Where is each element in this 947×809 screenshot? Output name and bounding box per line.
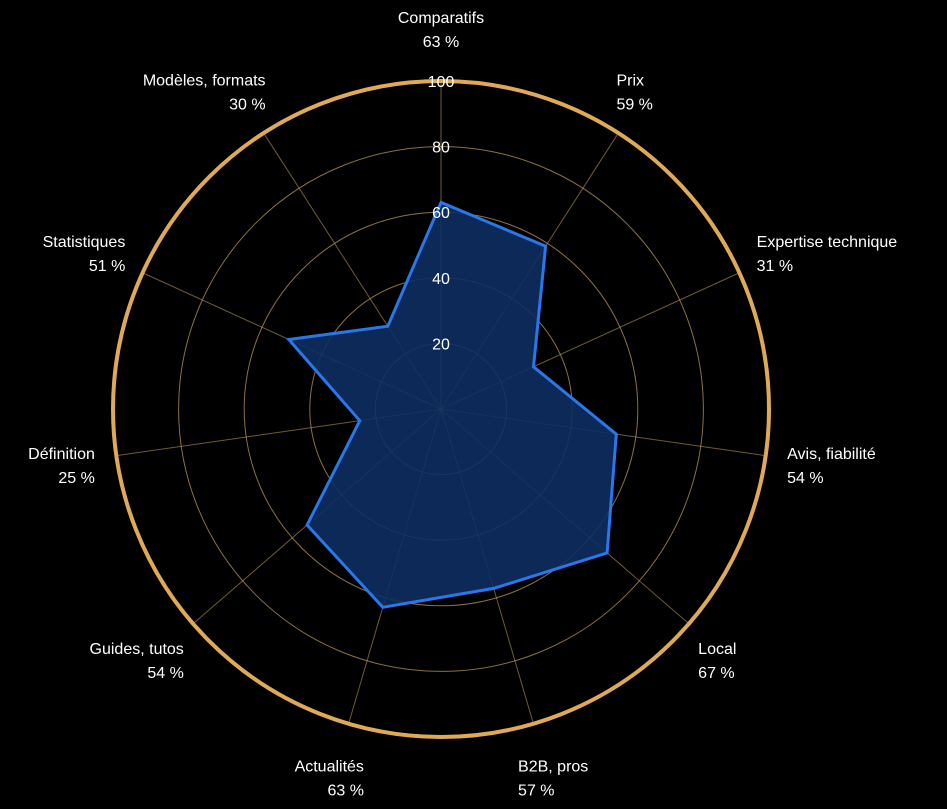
r-tick-label: 40	[432, 271, 450, 288]
category-value: 54 %	[787, 470, 823, 487]
r-tick-label: 20	[432, 336, 450, 353]
category-name: Prix	[616, 72, 644, 89]
category-name: B2B, pros	[518, 759, 588, 776]
category-label: Expertise technique 31 %	[757, 234, 898, 275]
category-label: Prix 59 %	[616, 72, 652, 113]
category-name: Statistiques	[43, 234, 126, 251]
category-value: 57 %	[518, 783, 554, 800]
category-label: Modèles, formats 30 %	[143, 72, 266, 113]
category-value: 54 %	[147, 665, 183, 682]
category-value: 30 %	[229, 96, 265, 113]
r-tick-label: 80	[432, 140, 450, 157]
category-labels: Comparatifs 63 % Prix 59 % Expertise techniq…	[28, 10, 897, 800]
category-value: 63 %	[423, 34, 459, 51]
category-name: Avis, fiabilité	[787, 446, 876, 463]
category-value: 63 %	[327, 783, 363, 800]
radial-tick-labels: 20 40 60 80 100	[428, 74, 455, 353]
category-label: B2B, pros 57 %	[518, 759, 588, 800]
category-label: Comparatifs 63 %	[398, 10, 484, 51]
category-name: Comparatifs	[398, 10, 484, 27]
r-tick-label: 100	[428, 74, 455, 91]
category-value: 59 %	[616, 96, 652, 113]
category-name: Définition	[28, 446, 95, 463]
category-name: Modèles, formats	[143, 72, 266, 89]
category-name: Local	[698, 641, 736, 658]
category-label: Actualités 63 %	[295, 759, 364, 800]
outer-ring	[111, 79, 771, 739]
category-label: Guides, tutos 54 %	[90, 641, 184, 682]
category-label: Statistiques 51 %	[43, 234, 126, 275]
category-label: Local 67 %	[698, 641, 736, 682]
category-value: 67 %	[698, 665, 734, 682]
category-name: Expertise technique	[757, 234, 898, 251]
category-value: 51 %	[89, 258, 125, 275]
radar-series	[285, 200, 618, 609]
series-area	[285, 200, 618, 609]
category-label: Définition 25 %	[28, 446, 95, 487]
category-value: 31 %	[757, 258, 793, 275]
category-label: Avis, fiabilité 54 %	[787, 446, 876, 487]
r-tick-label: 60	[432, 205, 450, 222]
category-name: Guides, tutos	[90, 641, 184, 658]
category-name: Actualités	[295, 759, 364, 776]
category-value: 25 %	[58, 470, 94, 487]
